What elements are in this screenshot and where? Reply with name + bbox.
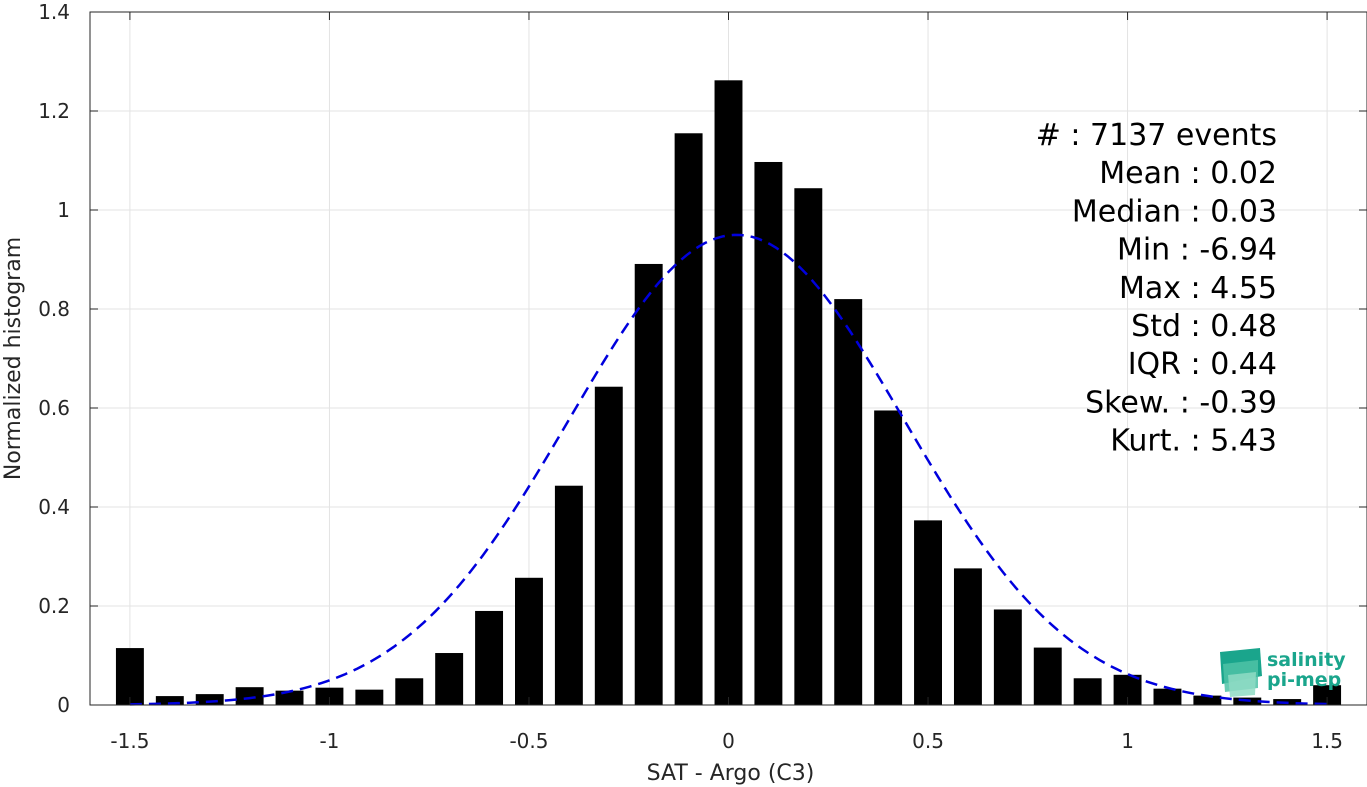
histogram-bar bbox=[714, 80, 743, 705]
histogram-bar bbox=[1193, 695, 1222, 705]
x-tick-label: 1 bbox=[1121, 729, 1134, 753]
x-tick-label: 0.5 bbox=[912, 729, 944, 753]
histogram-bar bbox=[1153, 688, 1182, 705]
histogram-bar bbox=[634, 263, 663, 705]
y-tick-label: 0.8 bbox=[38, 297, 70, 321]
stat-line: IQR : 0.44 bbox=[1128, 347, 1277, 382]
stat-line: Mean : 0.02 bbox=[1099, 156, 1277, 191]
logo-text-line1: salinity bbox=[1267, 649, 1346, 671]
stat-line: Std : 0.48 bbox=[1131, 309, 1277, 344]
histogram-bar bbox=[993, 609, 1022, 705]
histogram-bar bbox=[594, 386, 623, 705]
histogram-bar bbox=[1073, 678, 1102, 705]
histogram-bar bbox=[554, 485, 583, 705]
histogram-bar bbox=[235, 687, 264, 705]
stat-line: Kurt. : 5.43 bbox=[1110, 424, 1277, 459]
histogram-bar bbox=[953, 568, 982, 705]
stat-line: Median : 0.03 bbox=[1072, 194, 1277, 229]
bars bbox=[115, 80, 1342, 706]
histogram-bar bbox=[515, 577, 543, 705]
salinity-pi-mep-logo: salinity pi-mep bbox=[1220, 648, 1346, 697]
waves-icon bbox=[1220, 648, 1262, 697]
x-tick-label: 0 bbox=[722, 729, 735, 753]
y-tick-label: 1.4 bbox=[38, 0, 70, 24]
axis-ticks: -1.5 -1 -0.5 0 0.5 1 1.5 0 0.2 0.4 0.6 0.8 1 1.2 1.4 bbox=[38, 0, 1367, 753]
stat-line: Min : -6.94 bbox=[1117, 233, 1277, 268]
histogram-bar bbox=[395, 678, 424, 705]
histogram-bar bbox=[195, 694, 224, 705]
histogram-bar bbox=[754, 161, 783, 706]
histogram-bar bbox=[475, 610, 504, 705]
histogram-bar bbox=[155, 696, 184, 705]
x-axis-title: SAT - Argo (C3) bbox=[647, 761, 815, 786]
y-axis-title: Normalized histogram bbox=[1, 237, 26, 480]
y-tick-label: 0.6 bbox=[38, 396, 70, 420]
gaussian-fit-curve bbox=[129, 233, 1328, 706]
histogram-bar bbox=[914, 520, 942, 705]
stat-line: Skew. : -0.39 bbox=[1085, 385, 1277, 420]
x-tick-label: -0.5 bbox=[509, 729, 548, 753]
histogram-bar bbox=[435, 653, 464, 705]
y-tick-label: 0.2 bbox=[38, 594, 70, 618]
logo-text-line2: pi-mep bbox=[1267, 669, 1341, 691]
histogram-bar bbox=[674, 133, 703, 705]
y-tick-label: 1.2 bbox=[38, 99, 70, 123]
histogram-bar bbox=[834, 299, 863, 705]
histogram-bar bbox=[1313, 685, 1342, 705]
stat-line: Max : 4.55 bbox=[1119, 271, 1277, 306]
histogram-bar bbox=[1033, 647, 1062, 705]
histogram-bar bbox=[794, 188, 823, 706]
x-tick-label: 1.5 bbox=[1311, 729, 1343, 753]
histogram-bar bbox=[115, 648, 144, 705]
x-tick-label: -1 bbox=[319, 729, 339, 753]
histogram-bar bbox=[874, 410, 903, 705]
y-tick-label: 0 bbox=[57, 693, 70, 717]
y-tick-label: 0.4 bbox=[38, 495, 70, 519]
histogram-bar bbox=[315, 687, 344, 705]
y-tick-label: 1 bbox=[57, 198, 70, 222]
histogram-bar bbox=[355, 689, 384, 705]
x-tick-label: -1.5 bbox=[110, 729, 149, 753]
stat-line: # : 7137 events bbox=[1036, 118, 1277, 153]
